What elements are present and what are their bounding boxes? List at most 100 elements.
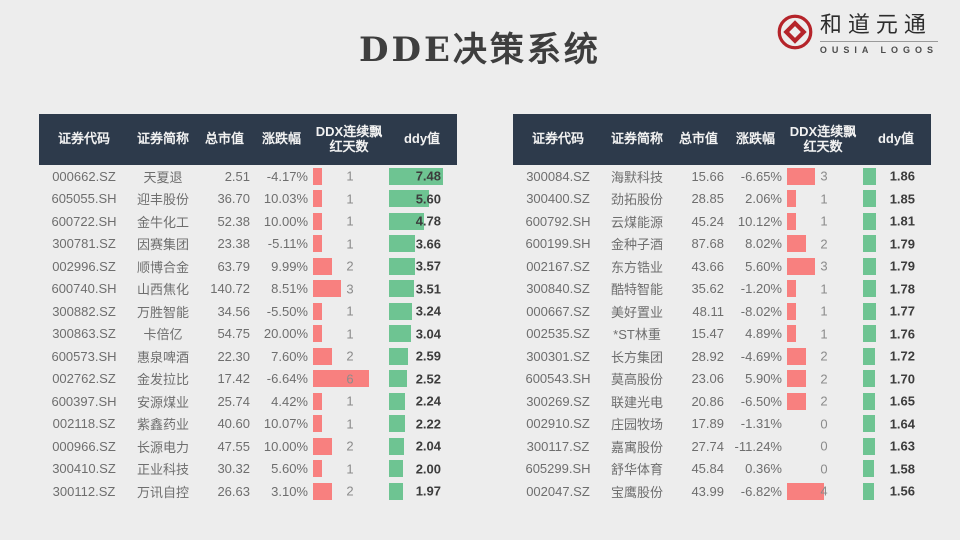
ddy-value: 1.77 <box>889 303 915 319</box>
stock-name: 金种子酒 <box>610 237 663 253</box>
ddx-days-cell: 2 <box>311 435 387 458</box>
stock-code: 300400.SZ <box>526 191 590 207</box>
ddy-bar <box>389 167 443 185</box>
ddx-days-cell: 0 <box>785 413 861 436</box>
ddx-days-cell: 2 <box>785 345 861 368</box>
ddx-days-value: 1 <box>346 213 354 229</box>
ddy-value: 3.24 <box>415 303 441 319</box>
ddy-bar <box>389 212 424 230</box>
stock-code: 300117.SZ <box>526 438 590 454</box>
ddy-cell: 1.70 <box>861 368 931 391</box>
stock-name: *ST林重 <box>613 327 661 343</box>
market-cap: 27.74 <box>691 438 724 454</box>
table-row: 600543.SH 莫高股份 23.06 5.90% 2 1.70 <box>513 368 931 391</box>
ddy-cell: 7.48 <box>387 165 457 188</box>
ddx-days-value: 1 <box>820 326 828 342</box>
stock-name: 莫高股份 <box>610 372 663 388</box>
change-percent: -1.31% <box>740 416 782 432</box>
ddy-value: 1.97 <box>415 483 441 499</box>
ddy-cell: 1.85 <box>861 188 931 211</box>
ddx-days-cell: 0 <box>785 435 861 458</box>
ddx-days-value: 1 <box>820 191 828 207</box>
change-percent: -5.50% <box>266 303 308 319</box>
change-percent: 20.00% <box>263 326 308 342</box>
stock-code: 002996.SZ <box>52 258 116 274</box>
ddx-days-value: 0 <box>820 461 828 477</box>
stock-code: 600792.SH <box>525 213 591 229</box>
column-header-name: 证券简称 <box>136 131 189 147</box>
stock-code: 600722.SH <box>51 213 117 229</box>
change-percent: 7.60% <box>271 348 308 364</box>
ddy-bar <box>389 325 411 343</box>
change-percent: -6.50% <box>740 393 782 409</box>
ddy-bar <box>863 325 876 343</box>
market-cap: 35.62 <box>691 281 724 297</box>
change-percent: -6.82% <box>740 483 782 499</box>
ddy-cell: 1.72 <box>861 345 931 368</box>
ddy-bar <box>863 370 876 388</box>
ddx-days-cell: 3 <box>311 278 387 301</box>
ddy-cell: 4.78 <box>387 210 457 233</box>
ddx-days-value: 2 <box>820 236 828 252</box>
change-percent: 4.42% <box>271 393 308 409</box>
ddy-bar <box>389 190 430 208</box>
stock-name: 因赛集团 <box>136 237 189 253</box>
ddx-days-bar <box>313 167 323 185</box>
ddy-cell: 3.51 <box>387 278 457 301</box>
stock-code: 300301.SZ <box>526 348 590 364</box>
ddx-days-cell: 1 <box>311 390 387 413</box>
stock-name: 劲拓股份 <box>610 192 663 208</box>
change-percent: 10.00% <box>263 438 308 454</box>
ddy-value: 1.65 <box>889 393 915 409</box>
table-row: 300112.SZ 万讯自控 26.63 3.10% 2 1.97 <box>39 480 457 503</box>
market-cap: 43.66 <box>691 258 724 274</box>
ddx-days-bar <box>313 235 323 253</box>
change-percent: 5.90% <box>745 371 782 387</box>
ddx-days-value: 3 <box>820 258 828 274</box>
table-row: 605299.SH 舒华体育 45.84 0.36% 0 1.58 <box>513 458 931 481</box>
stock-name: 嘉寓股份 <box>610 439 663 455</box>
ddy-value: 1.63 <box>889 438 915 454</box>
table-row: 002996.SZ 顺博合金 63.79 9.99% 2 3.57 <box>39 255 457 278</box>
ddy-value: 1.85 <box>889 191 915 207</box>
market-cap: 17.89 <box>691 416 724 432</box>
ddy-value: 1.58 <box>889 461 915 477</box>
ddy-value: 2.00 <box>415 461 441 477</box>
ddy-bar <box>389 257 415 275</box>
stock-code: 000667.SZ <box>526 303 590 319</box>
brand-name-en: OUSIA LOGOS <box>819 45 938 56</box>
ddx-days-value: 2 <box>346 258 354 274</box>
stock-code: 605055.SH <box>51 191 117 207</box>
change-percent: 5.60% <box>271 461 308 477</box>
ddy-cell: 2.52 <box>387 368 457 391</box>
ddx-days-value: 4 <box>820 483 828 499</box>
ddy-value: 1.56 <box>889 483 915 499</box>
ddy-bar <box>389 482 404 500</box>
column-header-change: 涨跌幅 <box>735 131 775 147</box>
column-header-ddx-days: DDX连续飘红天数 <box>789 123 857 154</box>
ddx-days-cell: 1 <box>785 210 861 233</box>
market-cap: 28.92 <box>691 348 724 364</box>
table-right: 证券代码 证券简称 总市值 涨跌幅 DDX连续飘红天数 ddy值 300084.… <box>513 114 931 503</box>
ddx-days-bar <box>787 302 797 320</box>
ddx-days-value: 0 <box>820 416 828 432</box>
table-row: 300084.SZ 海默科技 15.66 -6.65% 3 1.86 <box>513 165 931 188</box>
market-cap: 63.79 <box>217 258 250 274</box>
ddy-value: 2.59 <box>415 348 441 364</box>
stock-name: 安源煤业 <box>136 394 189 410</box>
ddy-bar <box>863 347 876 365</box>
ddy-value: 1.72 <box>889 348 915 364</box>
ddx-days-bar <box>787 325 797 343</box>
market-cap: 20.86 <box>691 393 724 409</box>
column-header-marketcap: 总市值 <box>204 131 244 147</box>
change-percent: 10.07% <box>263 416 308 432</box>
stock-code: 000966.SZ <box>52 438 116 454</box>
ddx-days-bar <box>313 415 323 433</box>
ddx-days-cell: 1 <box>785 323 861 346</box>
ddx-days-cell: 1 <box>311 458 387 481</box>
ddy-cell: 1.79 <box>861 255 931 278</box>
table-row: 600397.SH 安源煤业 25.74 4.42% 1 2.24 <box>39 390 457 413</box>
stock-code: 002047.SZ <box>526 483 590 499</box>
ddx-days-cell: 2 <box>311 255 387 278</box>
ddx-days-bar <box>313 280 341 298</box>
